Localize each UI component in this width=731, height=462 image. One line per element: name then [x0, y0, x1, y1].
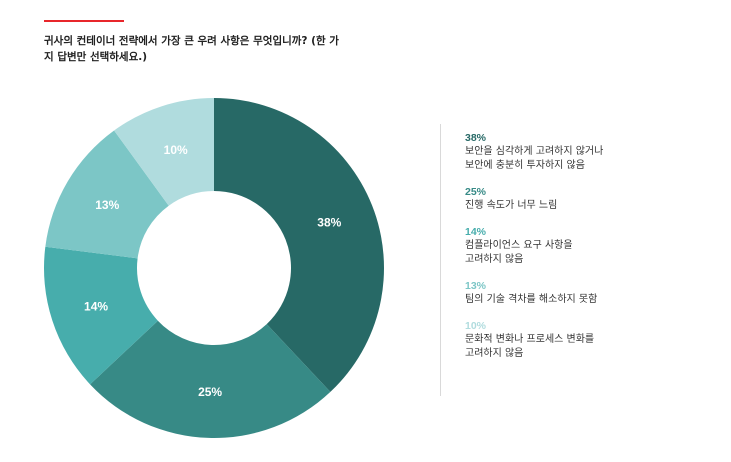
- legend-text: 보안을 심각하게 고려하지 않거나 보안에 충분히 투자하지 않음: [465, 146, 604, 171]
- question-title: 귀사의 컨테이너 전략에서 가장 큰 우려 사항은 무엇입니까? (한 가지 답…: [44, 35, 339, 63]
- legend-item-4: 13% 팀의 기술 격차를 해소하지 못함: [465, 280, 715, 307]
- slice-label-4: 13%: [95, 198, 119, 212]
- accent-line: [44, 20, 124, 22]
- legend-divider: [440, 124, 441, 396]
- legend-text: 컴플라이언스 요구 사항을 고려하지 않음: [465, 240, 573, 265]
- donut-slice-3: [43, 246, 158, 385]
- slice-label-1: 38%: [317, 215, 341, 229]
- slice-label-5: 10%: [164, 143, 188, 157]
- slice-label-2: 25%: [198, 385, 222, 399]
- legend-text: 문화적 변화나 프로세스 변화를 고려하지 않음: [465, 334, 595, 359]
- legend-item-2: 25% 진행 속도가 너무 느림: [465, 186, 715, 213]
- legend-text: 팀의 기술 격차를 해소하지 못함: [465, 294, 598, 305]
- legend-text: 진행 속도가 너무 느림: [465, 200, 558, 211]
- legend-percent: 10%: [465, 320, 487, 332]
- legend-item-3: 14% 컴플라이언스 요구 사항을 고려하지 않음: [465, 226, 715, 267]
- legend-item-1: 38% 보안을 심각하게 고려하지 않거나 보안에 충분히 투자하지 않음: [465, 132, 715, 173]
- slice-label-3: 14%: [84, 299, 108, 313]
- donut-slice-2: [90, 320, 331, 438]
- donut-slice-4: [45, 130, 169, 259]
- donut-slice-1: [214, 98, 385, 392]
- legend-percent: 13%: [465, 280, 487, 292]
- legend-item-5: 10% 문화적 변화나 프로세스 변화를 고려하지 않음: [465, 320, 715, 361]
- donut-slice-5: [114, 98, 214, 206]
- legend-percent: 14%: [465, 226, 487, 238]
- legend: 38% 보안을 심각하게 고려하지 않거나 보안에 충분히 투자하지 않음 25% 진…: [465, 132, 715, 374]
- legend-percent: 38%: [465, 132, 487, 144]
- legend-percent: 25%: [465, 186, 487, 198]
- donut-chart: 38% 25% 14% 13% 10%: [43, 98, 385, 438]
